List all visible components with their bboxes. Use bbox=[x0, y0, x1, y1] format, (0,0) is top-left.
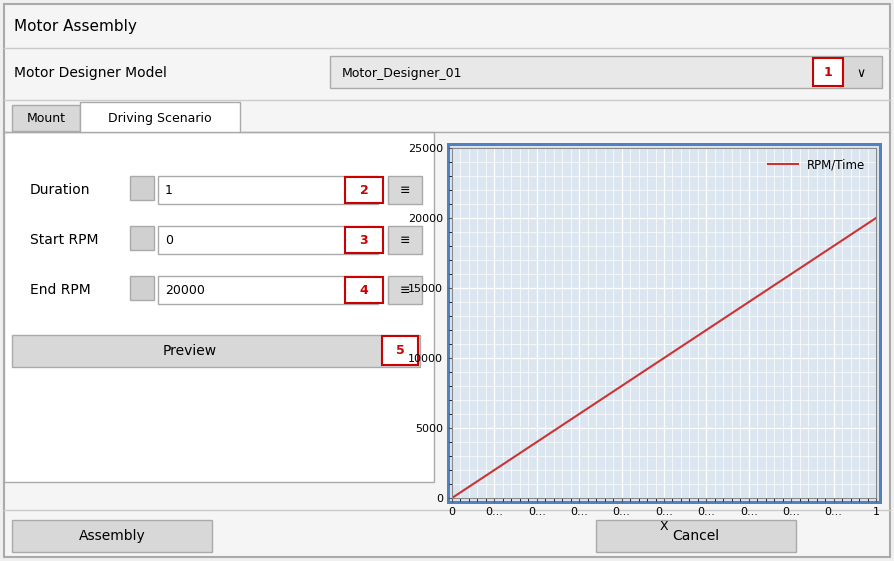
Text: Mount: Mount bbox=[27, 112, 65, 125]
Legend: RPM/Time: RPM/Time bbox=[763, 154, 870, 176]
Text: Duration: Duration bbox=[30, 183, 90, 197]
Text: ≡: ≡ bbox=[400, 283, 410, 297]
Text: 1: 1 bbox=[165, 183, 173, 196]
Text: Motor Designer Model: Motor Designer Model bbox=[14, 66, 167, 80]
Bar bbox=[388, 176, 422, 204]
Bar bbox=[4, 132, 434, 482]
Bar bbox=[158, 276, 378, 304]
Bar bbox=[330, 56, 840, 88]
Bar bbox=[130, 226, 154, 250]
Bar bbox=[596, 520, 796, 552]
Text: Motor Assembly: Motor Assembly bbox=[14, 19, 137, 34]
Bar bbox=[12, 335, 420, 367]
Text: 2: 2 bbox=[359, 183, 368, 196]
Text: Assembly: Assembly bbox=[79, 529, 146, 543]
Text: Motor_Designer_01: Motor_Designer_01 bbox=[342, 67, 462, 80]
Bar bbox=[12, 105, 80, 131]
Text: 5: 5 bbox=[396, 344, 404, 357]
Text: 20000: 20000 bbox=[165, 283, 205, 297]
Text: Driving Scenario: Driving Scenario bbox=[108, 112, 212, 125]
Text: 3: 3 bbox=[359, 233, 368, 246]
Bar bbox=[12, 520, 212, 552]
Text: 4: 4 bbox=[359, 283, 368, 297]
Bar bbox=[388, 226, 422, 254]
Bar bbox=[470, 168, 506, 210]
Bar bbox=[345, 177, 383, 203]
Bar bbox=[448, 144, 880, 502]
Bar bbox=[813, 58, 843, 86]
Bar bbox=[130, 276, 154, 300]
Bar bbox=[345, 277, 383, 303]
Text: 1: 1 bbox=[823, 66, 832, 79]
Bar bbox=[130, 176, 154, 200]
Text: ≡: ≡ bbox=[400, 183, 410, 196]
Text: 0: 0 bbox=[165, 233, 173, 246]
Bar bbox=[158, 226, 378, 254]
Bar bbox=[448, 144, 880, 502]
Bar bbox=[345, 227, 383, 253]
Text: 6: 6 bbox=[482, 180, 494, 198]
Text: ∨: ∨ bbox=[856, 67, 865, 80]
Bar bbox=[158, 176, 378, 204]
Text: ≡: ≡ bbox=[400, 233, 410, 246]
Text: Start RPM: Start RPM bbox=[30, 233, 98, 247]
Bar bbox=[388, 276, 422, 304]
Bar bbox=[840, 56, 882, 88]
X-axis label: X: X bbox=[660, 520, 669, 533]
Text: Cancel: Cancel bbox=[672, 529, 720, 543]
Bar bbox=[80, 102, 240, 132]
Text: Preview: Preview bbox=[163, 344, 217, 358]
Bar bbox=[382, 336, 418, 365]
Text: End RPM: End RPM bbox=[30, 283, 91, 297]
